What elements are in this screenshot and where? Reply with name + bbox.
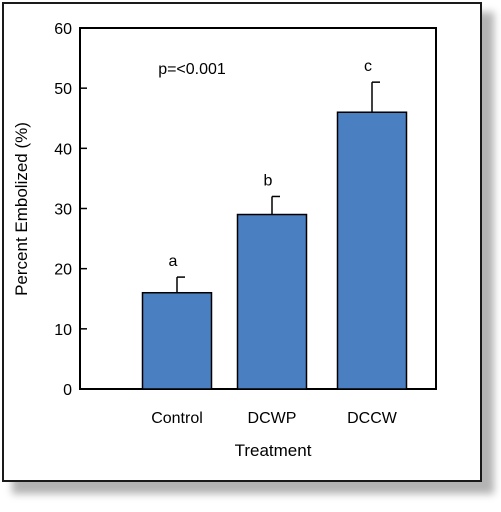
x-tick-label: DCWP: [248, 410, 297, 427]
error-bars: [176, 81, 380, 293]
y-tick-label: 10: [54, 322, 72, 339]
y-tick-label: 40: [54, 141, 72, 158]
y-tick-label: 30: [54, 202, 72, 219]
bar-dccw: [336, 111, 408, 390]
x-axis-title: Treatment: [235, 441, 312, 460]
bar-control: [141, 291, 213, 390]
significance-letters: a b c: [169, 58, 372, 270]
y-tick-label: 50: [54, 81, 72, 98]
y-tick-label: 60: [54, 21, 72, 38]
y-tick-label: 0: [63, 382, 72, 399]
x-tick-label: Control: [151, 410, 203, 427]
y-tick-label: 20: [54, 262, 72, 279]
p-value-annotation: p=<0.001: [158, 61, 226, 78]
bar-dcwp: [236, 213, 308, 390]
significance-letter: c: [364, 58, 372, 75]
x-tick-label: DCCW: [347, 410, 398, 427]
bars: [141, 111, 408, 390]
significance-letter: a: [169, 253, 178, 270]
x-axis-tick-labels: Control DCWP DCCW: [151, 410, 398, 427]
y-axis-ticks: 0 10 20 30 40 50 60: [54, 21, 87, 399]
y-axis-title: Percent Embolized (%): [12, 122, 31, 296]
significance-letter: b: [264, 172, 273, 189]
